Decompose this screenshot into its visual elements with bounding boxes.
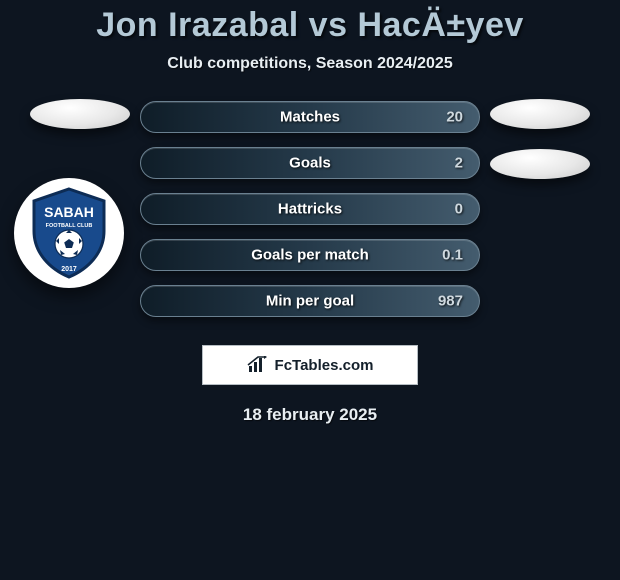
stat-label: Matches	[141, 109, 479, 126]
stat-bars: Matches 20 Goals 2 Hattricks 0 Goals per…	[140, 101, 480, 331]
stat-value: 2	[455, 155, 463, 172]
stat-value: 0	[455, 201, 463, 218]
right-player-disc-1	[490, 99, 590, 129]
attribution-link[interactable]: FcTables.com	[202, 345, 418, 385]
stat-value: 0.1	[442, 247, 463, 264]
page-subtitle: Club competitions, Season 2024/2025	[0, 55, 620, 73]
stat-value: 20	[446, 109, 463, 126]
stat-label: Min per goal	[141, 293, 479, 310]
stat-bar-mpg: Min per goal 987	[140, 285, 480, 317]
left-player-disc	[30, 99, 130, 129]
page-title: Jon Irazabal vs HacÄ±yev	[0, 6, 620, 45]
comparison-card: Jon Irazabal vs HacÄ±yev Club competitio…	[0, 0, 620, 580]
stat-bar-goals: Goals 2	[140, 147, 480, 179]
attribution-text: FcTables.com	[275, 357, 374, 374]
stat-bar-matches: Matches 20	[140, 101, 480, 133]
stat-label: Goals	[141, 155, 479, 172]
stat-bar-gpm: Goals per match 0.1	[140, 239, 480, 271]
bar-chart-icon	[247, 356, 269, 374]
footer-date: 18 february 2025	[0, 405, 620, 425]
stat-label: Hattricks	[141, 201, 479, 218]
right-player-disc-2	[490, 149, 590, 179]
stat-label: Goals per match	[141, 247, 479, 264]
stat-value: 987	[438, 293, 463, 310]
stat-bar-hattricks: Hattricks 0	[140, 193, 480, 225]
stats-area: Matches 20 Goals 2 Hattricks 0 Goals per…	[0, 101, 620, 331]
